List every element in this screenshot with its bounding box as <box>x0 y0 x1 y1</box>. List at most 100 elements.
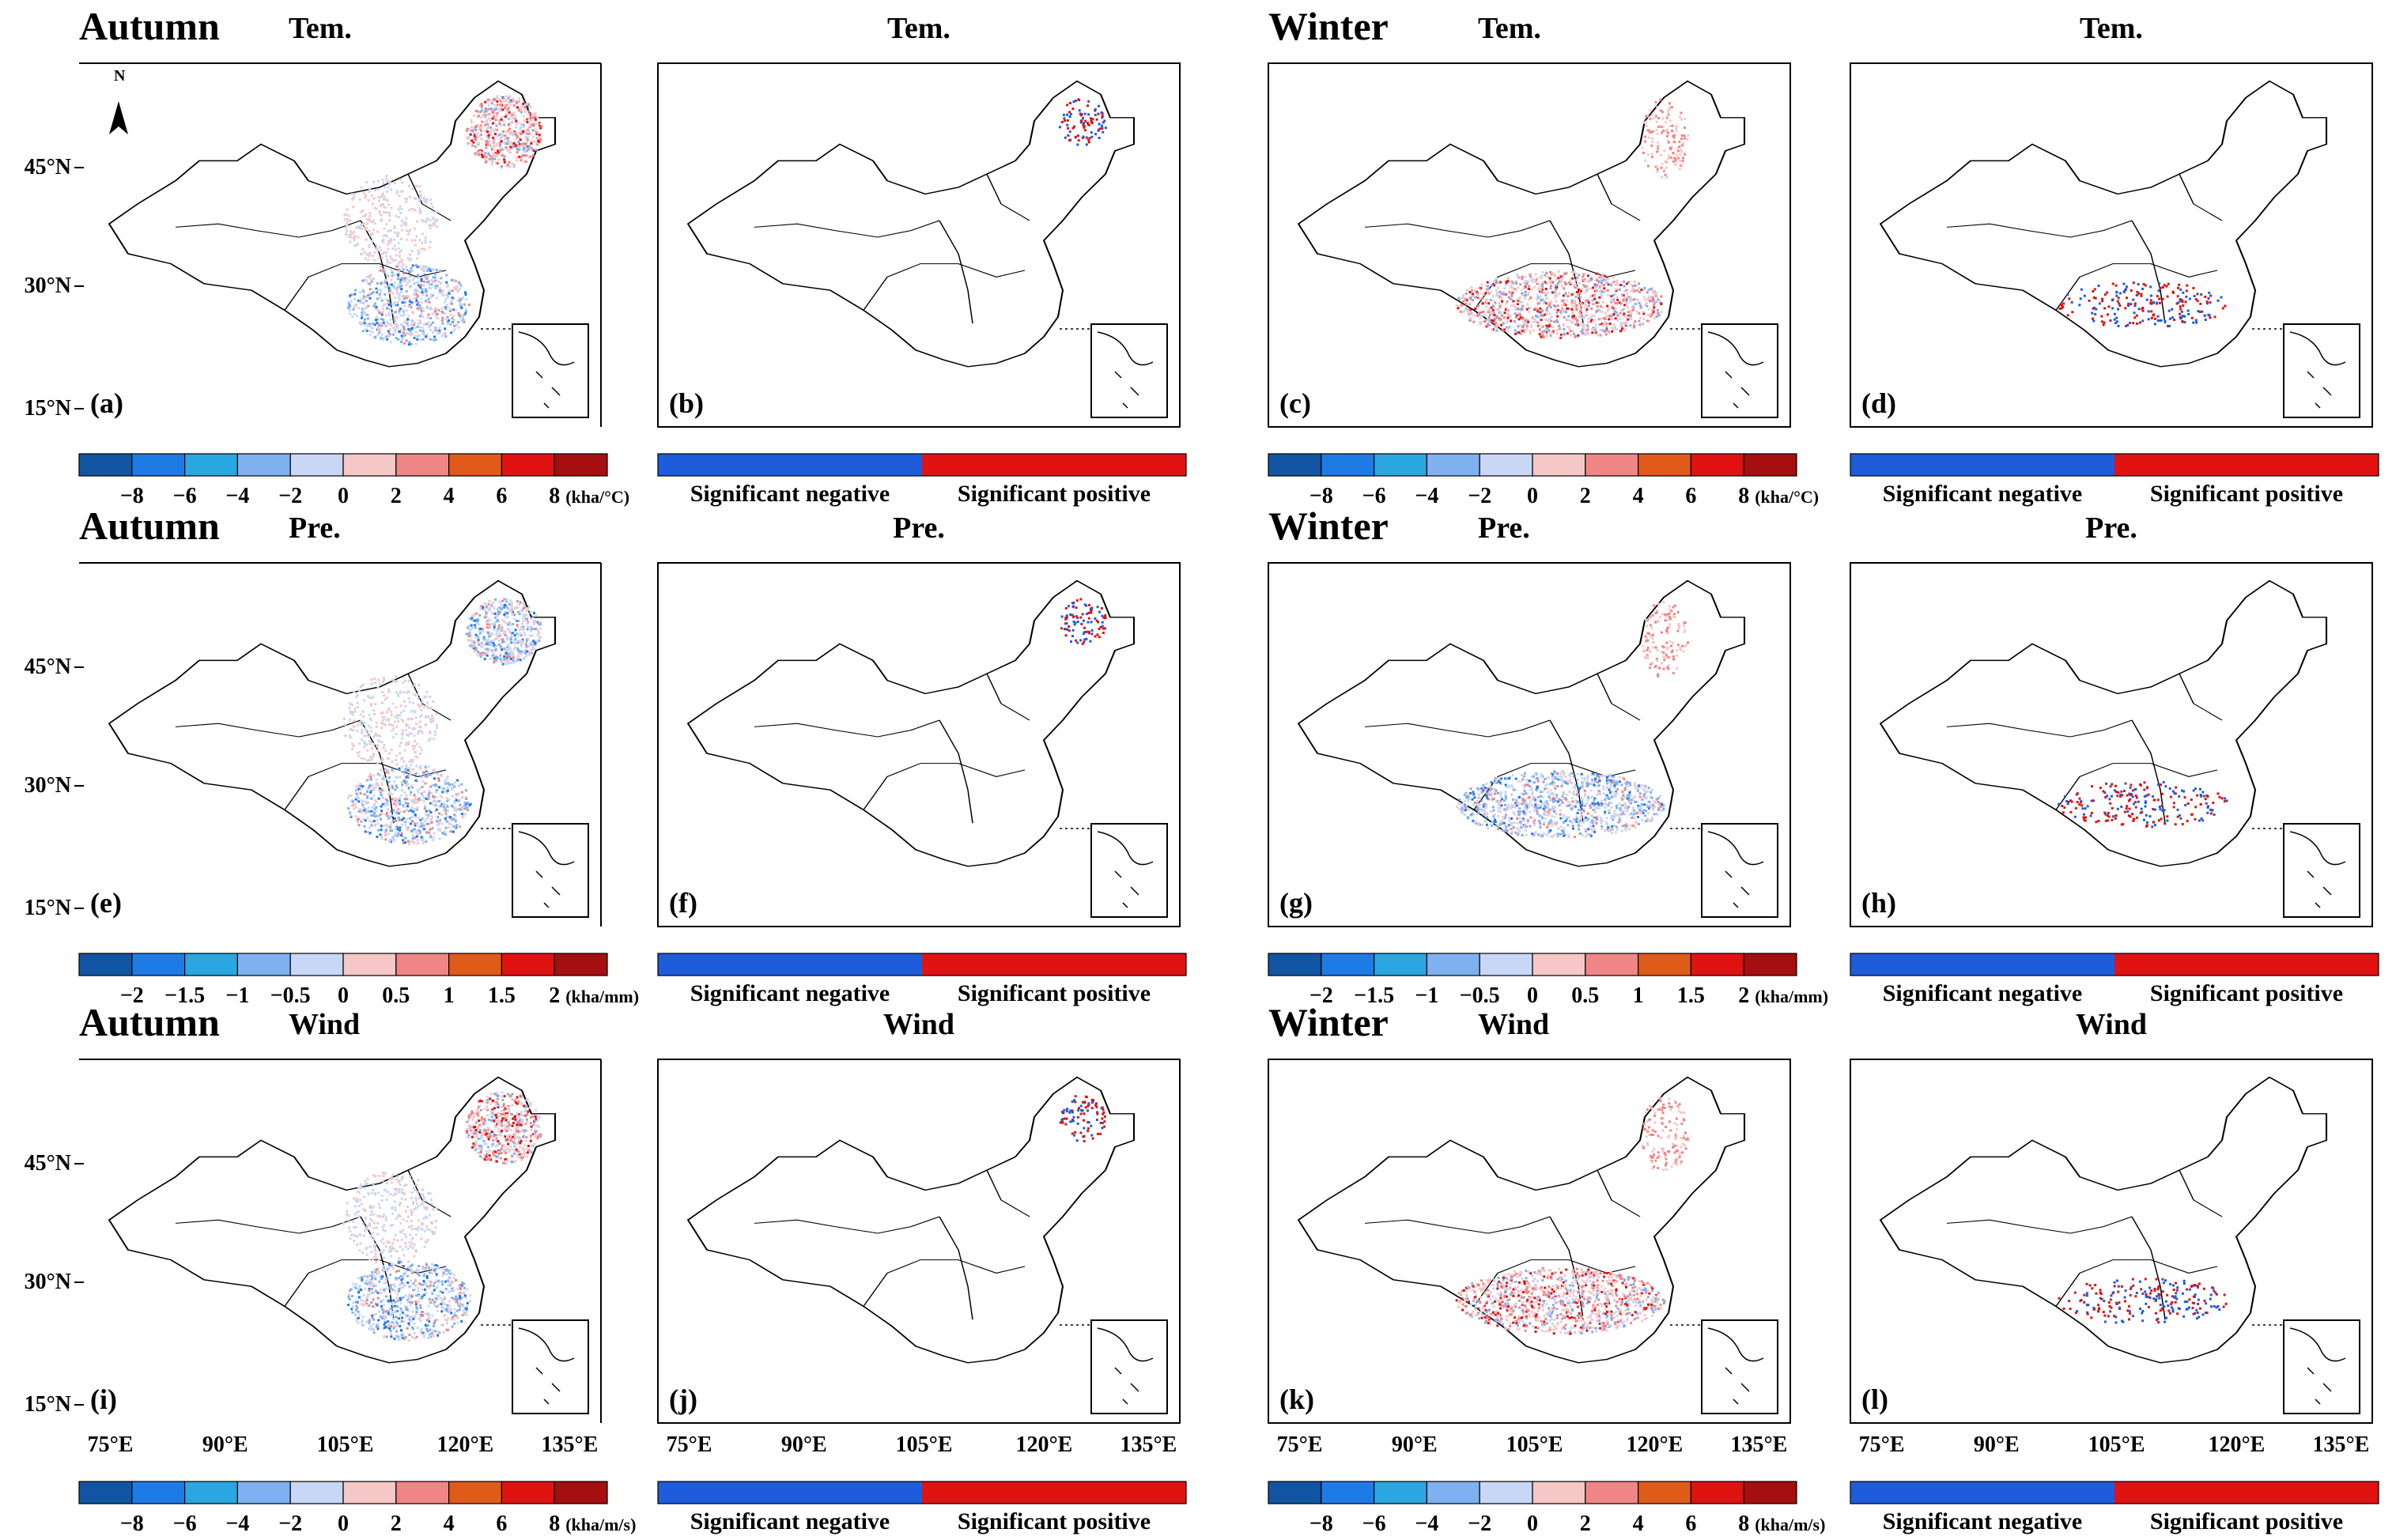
latitude-label: 45°N <box>25 1151 71 1176</box>
colorbar-tick: 2 <box>1580 1512 1591 1536</box>
sig-negative-label: Significant negative <box>690 980 890 1006</box>
longitude-label: 90°E <box>1974 1432 2020 1457</box>
panel-label: (a) <box>90 387 123 419</box>
colorbar-swatch <box>1479 953 1533 976</box>
colorbar-swatch <box>1426 1481 1480 1504</box>
colorbar-tick: −0.5 <box>1460 983 1500 1008</box>
colorbar-unit: (kha/°C) <box>565 487 629 507</box>
colorbar-swatch <box>78 453 133 477</box>
panel-label: (g) <box>1279 887 1313 919</box>
panel-frame <box>1268 1059 1791 1424</box>
latitude-label: 15°N <box>25 396 71 421</box>
colorbar-swatch <box>1585 453 1639 477</box>
colorbar-tick: −2 <box>278 484 302 508</box>
colorbar-tick: −8 <box>1309 1512 1333 1536</box>
significance-legend: Significant negative Significant positive <box>657 453 1187 507</box>
colorbar-unit: (kha/m/s) <box>1755 1515 1825 1534</box>
titles-layer: Autumn Tem. Tem. Winter Tem. Tem. Autumn Pre. Pr… <box>79 4 2147 1044</box>
significance-legend: Significant negative Significant positive <box>1850 1481 2379 1534</box>
panel-label: (j) <box>669 1383 697 1415</box>
sig-positive-swatch <box>922 454 1186 476</box>
south-china-sea-inset <box>1701 323 1778 418</box>
panel-title: Wind <box>2076 1008 2147 1041</box>
colorbar-tick: −8 <box>120 1512 144 1536</box>
panel-title: Wind <box>289 1008 360 1041</box>
colorbar-swatch <box>448 953 502 976</box>
colorbar-swatch <box>342 453 397 477</box>
latitude-label: 30°N <box>25 773 71 798</box>
panel-title: Wind <box>883 1008 954 1041</box>
colorbar-tick: 8 <box>549 1512 560 1536</box>
south-china-sea-inset <box>512 1319 589 1414</box>
longitude-label: 120°E <box>2208 1432 2265 1457</box>
sig-negative-swatch <box>1850 454 2114 476</box>
sig-negative-label: Significant negative <box>1883 980 2083 1006</box>
colorbar-legend: −2 −1.5 −1 −0.5 0 0.5 1 1.5 2 (kha/mm) <box>1268 953 1828 1008</box>
sig-negative-label: Significant negative <box>1883 481 2083 507</box>
axis-labels: 45°N 30°N 15°N 45°N 30°N 15°N 45°N 30°N 15°N 75°E… <box>25 155 2370 1457</box>
colorbar-swatch <box>342 1481 397 1504</box>
south-china-sea-inset <box>512 823 589 918</box>
sig-positive-label: Significant positive <box>2150 481 2343 507</box>
longitude-label: 75°E <box>1859 1432 1905 1457</box>
panel-title: Tem. <box>887 12 950 45</box>
colorbar-tick: 4 <box>1633 484 1644 508</box>
longitude-label: 135°E <box>2312 1432 2369 1457</box>
colorbar-swatch <box>1479 453 1533 477</box>
sig-positive-label: Significant positive <box>2150 980 2343 1006</box>
pixel-layer <box>2058 1278 2228 1324</box>
colorbar-tick: −1 <box>225 983 249 1008</box>
colorbar-swatch <box>131 453 186 477</box>
longitude-label: 105°E <box>1506 1432 1563 1457</box>
longitude-label: 120°E <box>1626 1432 1683 1457</box>
longitude-label: 90°E <box>781 1432 827 1457</box>
pixel-layer <box>1058 98 1107 146</box>
colorbar-tick: 0.5 <box>1571 983 1599 1008</box>
colorbar-tick: 0 <box>338 983 349 1008</box>
colorbar-tick: −2 <box>278 1512 302 1536</box>
colorbar-swatch <box>184 953 239 976</box>
panel-label: (l) <box>1861 1383 1888 1415</box>
colorbar-tick: −2 <box>1468 484 1491 508</box>
colorbar-swatch <box>78 953 133 976</box>
colorbar-tick: 2 <box>1738 983 1749 1008</box>
colorbar-tick: −6 <box>173 1512 197 1536</box>
colorbar-swatch <box>289 453 344 477</box>
panel-label: (d) <box>1861 387 1896 419</box>
colorbar-tick: 0 <box>1527 484 1538 508</box>
panel-title: Pre. <box>289 511 341 545</box>
colorbar-tick: 2 <box>391 484 402 508</box>
colorbar-tick: 6 <box>496 1512 507 1536</box>
north-arrow-icon <box>109 101 128 134</box>
colorbar-swatch <box>131 1481 186 1504</box>
colorbar-tick: 6 <box>496 484 507 508</box>
china-map <box>688 1078 1134 1363</box>
panel-label: (i) <box>90 1383 117 1415</box>
sig-negative-swatch <box>658 953 922 976</box>
colorbar-swatch <box>1638 453 1692 477</box>
panel-frame <box>657 62 1181 428</box>
colorbar-swatch <box>1532 1481 1586 1504</box>
map-panel-j: (j) <box>658 1059 1180 1423</box>
south-china-sea-inset <box>1090 1319 1168 1414</box>
longitude-label: 75°E <box>88 1432 134 1457</box>
south-china-sea-inset <box>1701 823 1778 918</box>
significance-legend: Significant negative Significant positive <box>1850 453 2379 507</box>
panel-title: Tem. <box>289 12 352 45</box>
latitude-label: 30°N <box>25 1270 71 1294</box>
pixel-layer <box>342 598 542 846</box>
map-panel-i: (i) <box>79 1059 601 1423</box>
colorbar-swatch <box>342 953 397 976</box>
colorbar-tick: 0.5 <box>382 983 410 1008</box>
sig-negative-swatch <box>658 1481 922 1504</box>
south-china-sea-inset <box>1090 323 1168 418</box>
colorbar-swatch <box>1268 453 1322 477</box>
colorbar-swatch <box>1585 953 1639 976</box>
colorbar-swatch <box>184 453 239 477</box>
colorbar-swatch <box>1585 1481 1639 1504</box>
colorbar-swatch <box>236 1481 291 1504</box>
pixel-layer <box>1455 98 1690 339</box>
colorbar-swatch <box>1373 953 1427 976</box>
colorbar-tick: 2 <box>549 983 560 1008</box>
panel-frame <box>1850 1059 2373 1424</box>
